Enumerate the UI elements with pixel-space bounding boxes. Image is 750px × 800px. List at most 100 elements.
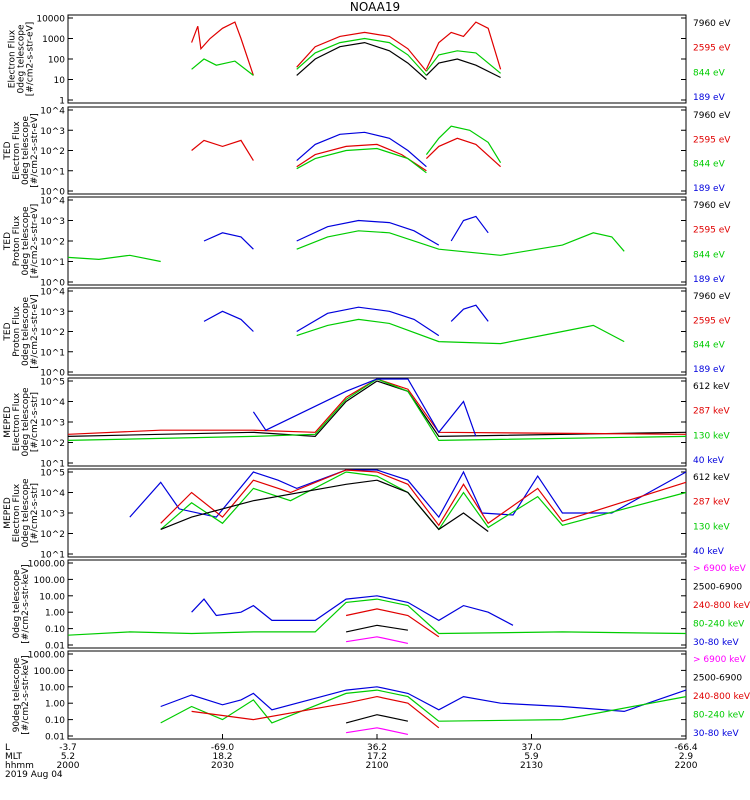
series-line (296, 230, 625, 256)
legend-entry: > 6900 keV (693, 564, 747, 574)
y-tick-label: 100 (48, 56, 65, 66)
y-tick-label: 1000.00 (28, 560, 65, 570)
series-line (191, 139, 254, 161)
y-tick-label: 10^1 (40, 348, 65, 358)
legend-entry: 844 eV (693, 341, 726, 351)
y-tick-label: 10.00 (39, 683, 65, 693)
y-axis-label: 0deg telescope (21, 387, 31, 457)
y-axis-label: TED (3, 232, 13, 251)
y-axis-label: [#/cm2-s-str-keV] (21, 564, 31, 643)
y-axis-label: 0deg telescope (12, 569, 22, 639)
y-axis-label: Electron Flux (12, 483, 22, 542)
legend-entry: 40 keV (693, 456, 725, 466)
series-line (345, 608, 440, 638)
y-tick-label: 100.00 (34, 576, 66, 586)
series-line (160, 479, 489, 532)
series-line (425, 50, 501, 74)
x-tick-label: 2200 (675, 761, 698, 771)
panel-1: 10000 1000 100 10 1 Electron Flux 0deg telesco… (8, 14, 731, 107)
panel-4: 10^4 10^3 10^2 10^1 10^0 TED Proton Flux 0deg t… (3, 287, 731, 379)
y-tick-label: 10^3 (40, 217, 65, 227)
y-tick-label: 0.01 (45, 642, 65, 652)
series-line (296, 143, 427, 172)
series-line (191, 58, 254, 76)
y-tick-label: 10^2 (40, 530, 65, 540)
legend-entry: 80-240 keV (693, 620, 745, 630)
x-tick-label: -66.4 (674, 743, 698, 753)
panel-frame (67, 377, 687, 467)
series-line (191, 595, 514, 626)
y-axis-label: [#/cm2-s-str-keV] (21, 655, 31, 734)
series-line (191, 695, 440, 729)
panel-frame (67, 287, 687, 376)
series-line (450, 215, 489, 242)
y-tick-label: 10^4 (40, 107, 65, 117)
legend-entry: 2500-6900 (693, 583, 742, 593)
y-tick-label: 100.00 (34, 667, 66, 677)
legend-entry: 612 keV (693, 473, 730, 483)
panel-3: 10^4 10^3 10^2 10^1 10^0 TED Proton Flux 0deg t… (3, 196, 731, 289)
y-axis-label: TED (3, 322, 13, 341)
series-line (160, 471, 687, 531)
legend-entry: > 6900 keV (693, 655, 747, 665)
y-tick-label: 10^2 (40, 328, 65, 338)
series-line (296, 37, 427, 76)
series-line (346, 636, 409, 644)
y-axis-label: MEPED (3, 406, 13, 438)
series-line (425, 21, 502, 70)
series-line (296, 318, 625, 345)
y-tick-label: 1000.00 (28, 651, 65, 661)
series-line (296, 41, 427, 80)
y-axis-label: 90deg telescope (12, 657, 22, 732)
legend-entry: 844 eV (693, 250, 726, 260)
y-axis-label: 0deg telescope (21, 206, 31, 276)
y-tick-label: 10^2 (40, 147, 65, 157)
y-axis-label: Proton Flux (12, 306, 22, 357)
legend-entry: 844 eV (693, 160, 726, 170)
y-tick-label: 1.00 (45, 700, 65, 710)
series-line (191, 21, 254, 76)
x-tick-label: 2030 (211, 761, 234, 771)
x-row-label: MLT (5, 752, 23, 762)
legend-entry: 240-800 keV (693, 601, 750, 611)
series-line (425, 137, 502, 168)
series-line (67, 380, 687, 438)
legend-entry: 2595 eV (693, 226, 731, 236)
y-tick-label: 10^4 (40, 288, 65, 298)
legend-entry: 2595 eV (693, 135, 731, 145)
y-axis-label: [#/cm2-s-str-eV] (26, 22, 36, 97)
legend-entry: 30-80 keV (693, 638, 739, 648)
series-line (252, 378, 477, 437)
series-line (425, 58, 501, 79)
y-axis-label: [#/cm2-s-str] (30, 392, 40, 452)
y-tick-label: 10^5 (40, 378, 65, 388)
y-tick-label: 10000 (36, 15, 65, 25)
y-tick-label: 0.01 (45, 733, 65, 743)
y-tick-label: 10^5 (40, 469, 65, 479)
legend-entry: 7960 eV (693, 292, 731, 302)
x-tick-label: 36.2 (367, 743, 387, 753)
panel-5: 10^5 10^4 10^3 10^2 10^1 MEPED Electron Flux 0d… (3, 377, 730, 470)
y-tick-label: 10^2 (40, 439, 65, 449)
y-tick-label: 10.00 (39, 592, 65, 602)
series-line (67, 378, 687, 442)
x-tick-label: 2.9 (679, 752, 694, 762)
y-tick-label: 10^3 (40, 308, 65, 318)
panel-6: 10^5 10^4 10^3 10^2 10^1 MEPED Electron Flux 0d… (3, 468, 730, 561)
legend-entry: 30-80 keV (693, 729, 739, 739)
legend-entry: 2595 eV (693, 316, 731, 326)
x-tick-label: 2000 (57, 761, 80, 771)
legend-entry: 189 eV (693, 365, 726, 375)
series-line (67, 598, 687, 636)
series-line (296, 147, 427, 174)
y-axis-label: [#/cm2-s-str-eV] (30, 204, 40, 279)
x-tick-label: 5.2 (61, 752, 75, 762)
legend-entry: 130 keV (693, 431, 730, 441)
panel-frame (67, 106, 687, 195)
panel-frame (67, 559, 687, 649)
y-tick-label: 10^0 (40, 369, 65, 379)
x-tick-label: -69.0 (211, 743, 235, 753)
y-tick-label: 10^4 (40, 489, 65, 499)
y-axis-label: Proton Flux (12, 215, 22, 266)
